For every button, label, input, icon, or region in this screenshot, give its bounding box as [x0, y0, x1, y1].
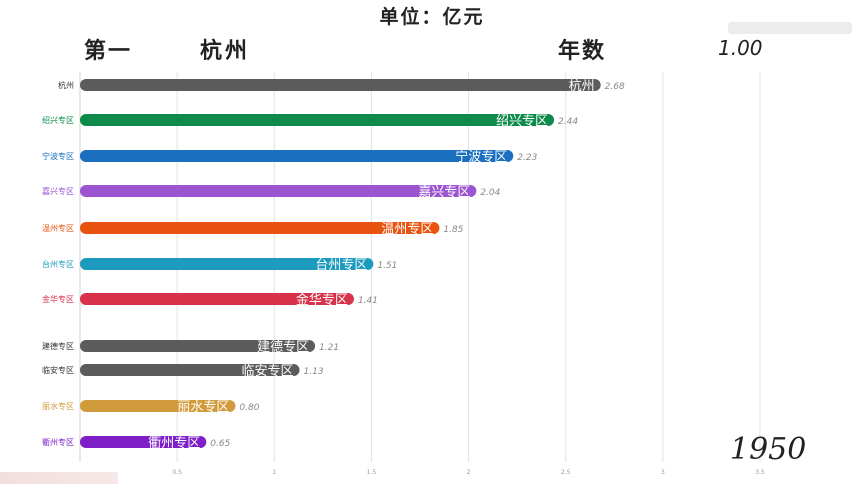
value-label: 1.13: [304, 367, 324, 377]
category-label: 临安专区: [42, 365, 74, 375]
x-tick-label: 1.5: [367, 469, 377, 476]
bar-name-label: 宁波专区: [455, 149, 507, 165]
x-tick-label: 0.5: [172, 469, 182, 476]
bar-name-label: 丽水专区: [177, 400, 229, 415]
bar-name-label: 建德专区: [257, 340, 309, 355]
bar: [80, 222, 440, 234]
bar-name-label: 台州专区: [315, 258, 367, 273]
category-label: 嘉兴专区: [42, 186, 74, 196]
value-label: 1.41: [358, 296, 378, 306]
bar: [80, 400, 236, 412]
value-label: 2.44: [558, 117, 578, 127]
year-stamp: 1950: [730, 432, 807, 467]
bar-name-label: 温州专区: [381, 222, 433, 237]
bar: [80, 340, 316, 352]
x-tick-label: 3: [661, 469, 665, 476]
rank-label: 第一: [84, 39, 133, 64]
x-tick-label: 2: [467, 469, 471, 476]
bar-name-label: 嘉兴专区: [418, 185, 470, 200]
value-label: 0.80: [239, 403, 259, 413]
bar-name-label: 金华专区: [296, 292, 348, 308]
x-tick-label: 2.5: [561, 469, 571, 476]
bar: [80, 150, 514, 162]
blurred-watermark: [728, 22, 852, 34]
x-tick-label: 3.5: [755, 469, 765, 476]
bar-name-label: 衢州专区: [148, 436, 200, 451]
category-label: 丽水专区: [42, 401, 74, 411]
category-label: 杭州: [58, 80, 74, 90]
category-label: 温州专区: [42, 223, 74, 233]
category-label: 绍兴专区: [42, 115, 74, 125]
bar-name-label: 杭州: [569, 79, 595, 94]
value-label: 1.85: [443, 225, 463, 235]
value-label: 2.04: [480, 188, 500, 198]
value-label: 0.65: [210, 439, 230, 449]
x-tick-label: 1: [272, 469, 276, 476]
category-label: 金华专区: [42, 294, 74, 304]
value-label: 2.68: [605, 82, 625, 92]
category-label: 衢州专区: [42, 437, 74, 447]
leader-name: 杭州: [200, 39, 251, 64]
bar: [80, 79, 601, 91]
category-label: 建德专区: [42, 341, 74, 351]
category-label: 台州专区: [42, 259, 74, 269]
bar: [80, 293, 354, 305]
bar: [80, 185, 477, 197]
bar-name-label: 临安专区: [242, 364, 294, 379]
years-label: 年数: [558, 39, 607, 64]
unit-label: 单位：亿元: [379, 6, 485, 28]
value-label: 2.23: [517, 153, 537, 163]
bar: [80, 114, 555, 126]
blurred-watermark-bottom: [0, 472, 118, 484]
bar: [80, 258, 374, 270]
bar: [80, 436, 207, 448]
bar-name-label: 绍兴专区: [496, 114, 548, 129]
value-label: 1.21: [319, 343, 339, 353]
value-label: 1.51: [377, 261, 397, 271]
years-value: 1.00: [718, 36, 763, 60]
category-label: 宁波专区: [42, 151, 74, 161]
bar: [80, 364, 300, 376]
